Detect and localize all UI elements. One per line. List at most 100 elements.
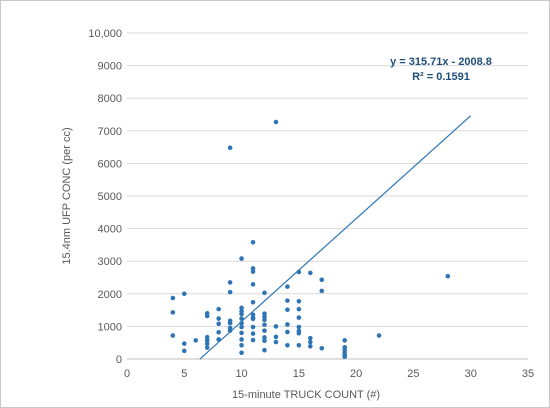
data-point [239, 337, 244, 342]
data-point [342, 338, 347, 343]
r-squared-label: R² = 0.1591 [412, 71, 470, 83]
data-point [204, 341, 210, 346]
x-tick-label: 30 [465, 368, 477, 380]
data-point [239, 330, 244, 336]
data-point [239, 305, 244, 311]
data-point [250, 269, 256, 274]
data-point [216, 316, 221, 321]
data-point [376, 333, 382, 338]
data-point [204, 334, 210, 340]
data-point [296, 343, 302, 348]
data-point [285, 284, 290, 289]
data-point [262, 338, 267, 344]
data-point [250, 337, 256, 343]
y-tick-label: 7000 [98, 126, 122, 138]
data-point [239, 320, 244, 326]
data-point [308, 339, 313, 345]
data-point [285, 343, 290, 348]
data-point [445, 273, 451, 279]
y-tick-labels: 0 1000 2000 3000 4000 5000 6000 7000 8000 9000 10,… [88, 28, 122, 366]
data-point [204, 345, 210, 350]
data-point [273, 324, 279, 329]
data-point [285, 298, 290, 303]
data-points [170, 119, 451, 360]
data-point [181, 341, 187, 346]
x-axis-title: 15-minute TRUCK COUNT (#) [232, 389, 380, 401]
y-tick-label: 9000 [98, 61, 122, 73]
x-tick-label: 10 [235, 368, 247, 380]
data-point [285, 322, 290, 327]
data-point [262, 290, 267, 296]
y-tick-label: 4000 [98, 224, 122, 236]
y-tick-label: 5000 [98, 191, 122, 203]
y-tick-label: 0 [116, 354, 122, 366]
data-point [239, 324, 244, 330]
x-tick-label: 15 [293, 368, 305, 380]
data-point [308, 335, 313, 341]
y-tick-label: 3000 [98, 256, 122, 268]
data-point [273, 119, 279, 125]
data-point [250, 282, 256, 287]
data-point [170, 295, 176, 301]
data-point [227, 289, 233, 295]
data-point [250, 299, 256, 305]
data-point [262, 322, 267, 328]
y-tick-label: 10,000 [88, 28, 122, 40]
y-tick-label: 8000 [98, 93, 122, 105]
x-tick-labels: 0 5 10 15 20 25 30 35 [124, 368, 534, 380]
data-point [170, 333, 176, 338]
data-point [262, 328, 267, 333]
data-point [216, 337, 221, 342]
x-tick-label: 0 [124, 368, 130, 380]
data-point [296, 269, 302, 275]
data-point [250, 324, 256, 330]
data-point [296, 315, 302, 320]
data-point [273, 339, 279, 345]
data-point [262, 317, 267, 323]
data-point [250, 331, 256, 336]
data-point [216, 321, 221, 327]
data-point [227, 280, 233, 285]
x-tick-label: 20 [350, 368, 362, 380]
data-point [262, 335, 267, 340]
data-point [262, 314, 267, 319]
data-point [319, 345, 325, 351]
trendline [199, 115, 472, 360]
x-tick-label: 5 [181, 368, 187, 380]
data-point [296, 324, 302, 330]
data-point [296, 306, 302, 312]
data-point [250, 266, 256, 271]
y-axis-title: 15.4nm UFP CONC (per cc) [61, 127, 73, 264]
data-point [239, 316, 244, 321]
data-point [204, 313, 210, 319]
data-point [181, 348, 187, 354]
y-tick-label: 6000 [98, 158, 122, 170]
data-point [193, 338, 199, 343]
data-point [296, 298, 302, 304]
data-point [250, 239, 256, 245]
data-point [239, 311, 244, 317]
data-point [285, 307, 290, 313]
trendline-group [199, 115, 472, 360]
data-point [319, 288, 325, 294]
data-point [227, 328, 233, 333]
x-tick-label: 35 [522, 368, 534, 380]
trendline-equation: y = 315.71x - 2008.8 [390, 56, 492, 68]
data-point [262, 347, 267, 353]
data-point [296, 330, 302, 336]
data-point [239, 350, 244, 356]
data-point [342, 354, 347, 360]
data-point [239, 343, 244, 348]
x-tick-label: 25 [407, 368, 419, 380]
data-point [216, 306, 221, 312]
data-point [308, 270, 313, 276]
data-point [227, 320, 233, 326]
data-point [308, 343, 313, 349]
data-point [181, 291, 187, 297]
data-point [273, 334, 279, 340]
data-point [216, 329, 221, 335]
data-point [239, 256, 244, 261]
data-point [204, 338, 210, 343]
y-tick-label: 1000 [98, 321, 122, 333]
